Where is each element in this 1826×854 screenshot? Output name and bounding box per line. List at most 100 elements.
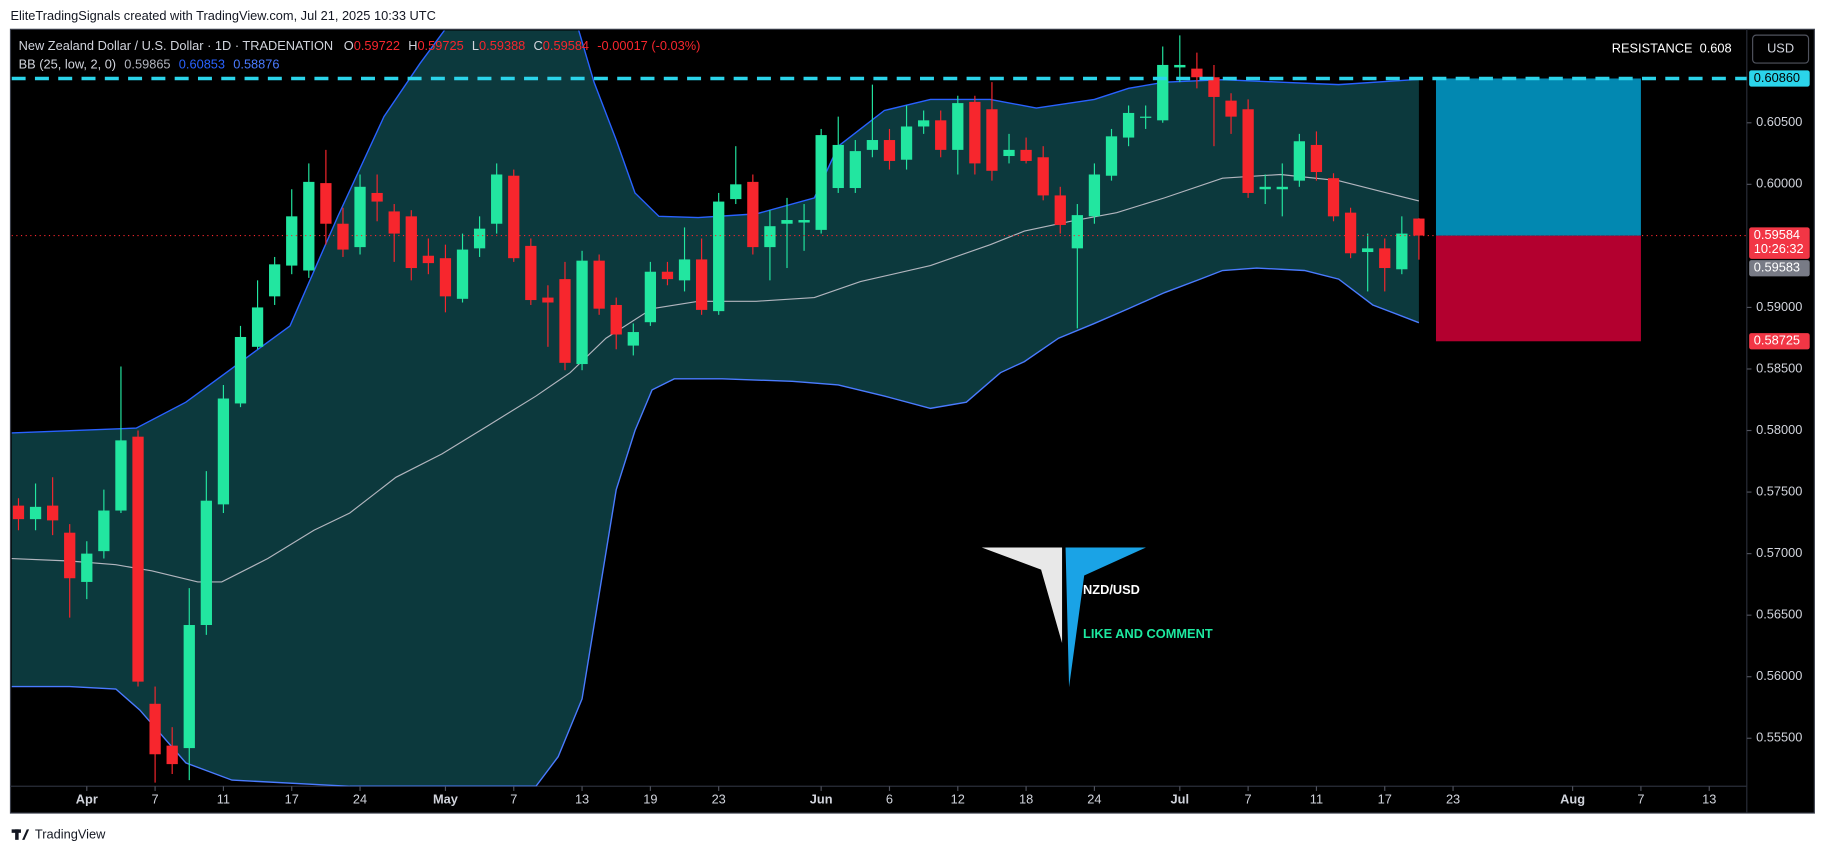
symbol-title: New Zealand Dollar / U.S. Dollar · 1D · …: [19, 38, 334, 53]
candle-body: [542, 297, 554, 303]
candle-body: [64, 532, 76, 579]
x-tick-label: 19: [643, 792, 657, 807]
resistance-label: RESISTANCE 0.608: [1612, 40, 1732, 55]
candle-body: [320, 183, 332, 224]
candle-body: [286, 216, 298, 266]
candle-body: [1362, 248, 1374, 253]
candle-body: [98, 510, 110, 552]
candle-body: [1413, 218, 1425, 236]
x-tick-label: 24: [353, 792, 367, 807]
candle-body: [900, 126, 913, 160]
y-tick-label: 0.58000: [1756, 422, 1802, 437]
candle-body: [1088, 174, 1101, 217]
candle-body: [115, 440, 127, 511]
candle-body: [1293, 141, 1305, 181]
x-tick-label: 6: [886, 792, 893, 807]
candle-body: [456, 249, 469, 299]
candle-body: [832, 144, 844, 189]
candle-body: [1140, 116, 1152, 118]
indicator-value: 0.59865: [124, 57, 170, 72]
band-line: [11, 30, 1419, 434]
candle-body: [1379, 248, 1391, 269]
stop-tag-bg: [1749, 333, 1810, 350]
candle-body: [337, 223, 349, 250]
candle-body: [422, 255, 434, 264]
x-tick-label: 11: [217, 792, 230, 807]
candle-body: [1122, 112, 1135, 138]
candle-body: [200, 500, 212, 626]
footer: TradingView: [35, 827, 106, 842]
x-tick-label: Jun: [810, 792, 833, 807]
candle-body: [251, 307, 264, 347]
candle-body: [217, 398, 230, 505]
candle-body: [986, 109, 998, 171]
stop-tag: 0.58725: [1754, 333, 1800, 348]
candle-body: [1003, 149, 1015, 157]
candle-body: [1174, 64, 1186, 68]
x-tick-label: Aug: [1560, 792, 1585, 807]
candle-body: [713, 201, 725, 312]
candle-body: [525, 245, 537, 301]
candle-body: [439, 258, 452, 297]
logo-white: [981, 547, 1063, 644]
x-tick-label: 24: [1087, 792, 1101, 807]
candle-body: [695, 259, 708, 310]
candle-body: [883, 140, 896, 161]
candle-body: [952, 103, 964, 150]
y-tick-label: 0.60000: [1756, 176, 1802, 191]
ohlc-key: C: [534, 38, 543, 53]
x-tick-label: Jul: [1171, 792, 1190, 807]
candle-body: [1327, 178, 1340, 217]
watermark-message: LIKE AND COMMENT: [1083, 626, 1213, 641]
loss-zone: [1435, 235, 1641, 342]
x-tick-label: 7: [1245, 792, 1252, 807]
candle-body: [849, 151, 861, 189]
candle-body: [473, 228, 486, 249]
candle-body: [491, 174, 503, 224]
x-tick-label: 13: [575, 792, 589, 807]
candle-body: [405, 216, 417, 269]
candle-body: [815, 135, 827, 230]
candle-body: [149, 703, 161, 755]
candle-body: [81, 553, 93, 582]
x-tick-label: 7: [1637, 792, 1644, 807]
candle-body: [798, 220, 810, 223]
legend-indicator: BB (25, low, 2, 0) 0.59865 0.60853 0.588…: [19, 57, 280, 72]
candle-body: [1071, 215, 1083, 249]
last-price-tag-bg: [1749, 227, 1810, 259]
ohlc-value: 0.59722: [354, 38, 400, 53]
candle-body: [132, 436, 144, 682]
target-tag: 0.60860: [1754, 70, 1800, 85]
candle-body: [678, 259, 691, 281]
candle-body: [29, 506, 42, 520]
candle-body: [969, 101, 981, 164]
y-tick-label: 0.60500: [1756, 114, 1802, 129]
candle-body: [661, 271, 674, 280]
candle-body: [559, 279, 571, 363]
candle-body: [234, 336, 247, 404]
last-price-tag: 0.59584: [1754, 227, 1800, 242]
candle-body: [627, 332, 639, 346]
candle-body: [12, 505, 25, 520]
currency: USD: [1767, 40, 1794, 55]
candle-body: [1396, 233, 1408, 270]
candle-body: [764, 226, 776, 248]
candle-body: [1208, 77, 1220, 97]
candle-body: [730, 184, 742, 200]
x-tick-label: 11: [1310, 792, 1323, 807]
currency-box[interactable]: [1752, 34, 1810, 64]
entry-tag-bg: [1749, 260, 1810, 277]
x-tick-label: 17: [1378, 792, 1392, 807]
band-line: [11, 267, 1420, 787]
candle-body: [1020, 149, 1032, 161]
countdown: 10:26:32: [1754, 241, 1804, 256]
candle-body: [610, 304, 622, 335]
candle-body: [303, 181, 315, 271]
logo-blue: [1065, 547, 1146, 688]
x-tick-label: 18: [1019, 792, 1033, 807]
candle-body: [644, 271, 657, 323]
x-tick-label: 12: [951, 792, 965, 807]
ohlc-value: 0.59584: [543, 38, 589, 53]
indicator-value: 0.58876: [233, 57, 279, 72]
x-tick-label: May: [433, 792, 459, 807]
